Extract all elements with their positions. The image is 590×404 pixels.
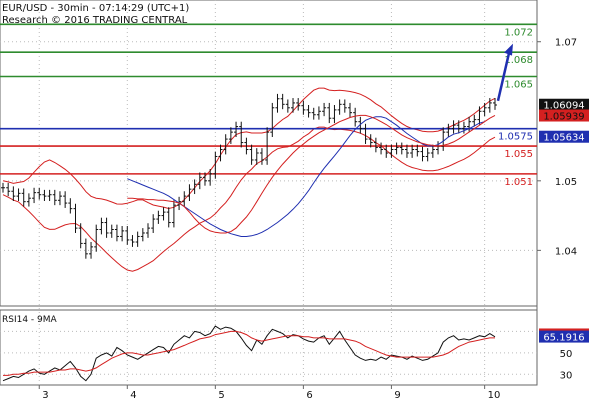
chart-header-line1: EUR/USD - 30min - 07:14:29 (UTC+1) [2,3,189,14]
rsi-series-line [2,325,496,382]
chart-header-line2: Research © 2016 TRADING CENTRAL [2,15,188,26]
price-tick-label: 1.04 [555,246,577,257]
level-label: 1.055 [504,149,533,160]
moving-average-line [127,114,496,234]
day-label: 9 [394,390,400,400]
level-label: 1.072 [504,27,533,38]
level-label: 1.065 [504,80,533,91]
day-label: 10 [488,390,501,400]
value-tag [539,130,589,143]
day-label: 3 [42,390,48,400]
day-label: 4 [130,390,136,400]
value-tag [539,330,589,343]
price-tick-label: 1.05 [555,177,577,188]
level-label: 1.051 [504,177,533,188]
forecast-arrow-line [496,48,512,102]
day-label: 5 [218,390,224,400]
rsi-series-line [3,330,495,376]
moving-average-line [127,116,485,237]
value-tag-label: 65.1916 [543,333,584,344]
bollinger-lower [2,126,496,272]
forecast-arrow-head [504,43,513,56]
level-label: 1.068 [504,55,533,66]
bollinger-upper [2,87,496,210]
value-tag-label: 1.06094 [543,101,584,112]
value-tag [539,109,589,122]
value-tag-label: 1.05634 [543,133,584,144]
rsi-tick-label: 30 [560,370,573,381]
rsi-tick-label: 50 [560,349,573,360]
rsi-title: RSI14 - 9MA [2,315,58,325]
level-label: 1.0575 [498,132,533,143]
value-tag [539,98,589,111]
price-tick-label: 1.07 [555,38,577,49]
price-panel-frame [0,0,538,307]
day-label: 6 [306,390,312,400]
value-tag-label: 1.05939 [543,112,584,123]
